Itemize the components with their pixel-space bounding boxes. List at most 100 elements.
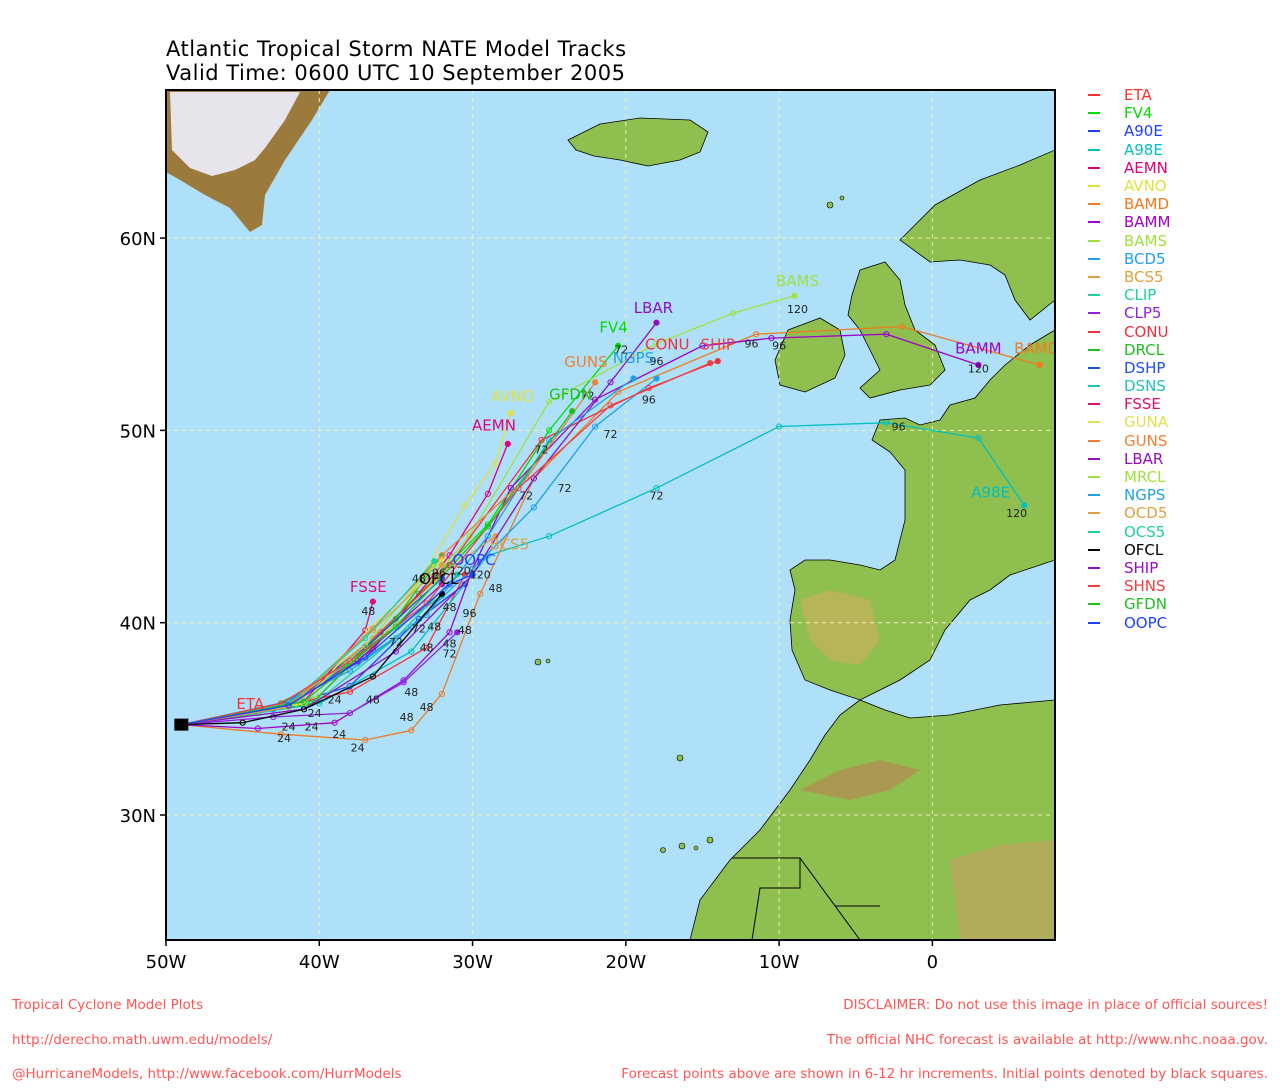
- legend-label: BCS5: [1124, 267, 1164, 286]
- forecast-point: [392, 615, 400, 622]
- forecast-point: [461, 502, 468, 509]
- forecast-point: [438, 561, 445, 569]
- chart-subtitle: Valid Time: 0600 UTC 10 September 2005: [166, 61, 626, 85]
- legend-label: DSNS: [1124, 377, 1166, 396]
- disclaimer-line: DISCLAIMER: Do not use this image in pla…: [843, 997, 1268, 1013]
- track-label: NGPS: [613, 349, 654, 367]
- forecast-hour-label: 48: [412, 572, 426, 585]
- forecast-point: [362, 642, 369, 649]
- legend-item: A90E: [1088, 122, 1170, 140]
- forecast-point: [507, 409, 514, 417]
- legend-label: MRCL: [1124, 468, 1166, 487]
- legend-label: BCD5: [1124, 249, 1166, 268]
- lat-label: 60N: [120, 229, 156, 250]
- track-label: BAMS: [776, 272, 819, 290]
- legend-item: FV4: [1088, 104, 1170, 122]
- lon-label: 20W: [605, 952, 646, 973]
- legend-label: GUNS: [1124, 431, 1168, 450]
- legend-item: OCD5: [1088, 504, 1170, 522]
- forecast-point: [1036, 361, 1043, 369]
- legend-label: DRCL: [1124, 340, 1165, 359]
- legend-swatch: [1088, 530, 1100, 533]
- track-label: OOPC: [453, 551, 496, 569]
- legend-item: OOPC: [1088, 613, 1170, 632]
- legend-swatch: [1088, 112, 1100, 115]
- legend-item: CONU: [1088, 322, 1170, 341]
- track-bamd: [181, 325, 1040, 741]
- forecast-point: [538, 436, 545, 444]
- forecast-hour-label: 24: [332, 728, 346, 741]
- forecast-point: [423, 600, 430, 607]
- forecast-point: [653, 319, 660, 326]
- lon-label: 30W: [452, 952, 493, 973]
- legend-swatch: [1088, 621, 1100, 624]
- legend-item: OFCL: [1088, 541, 1170, 559]
- legend-item: CLIP: [1088, 286, 1170, 304]
- legend-label: AEMN: [1124, 158, 1168, 177]
- legend-swatch: [1088, 494, 1100, 497]
- forecast-hour-label: 48: [366, 693, 380, 706]
- forecast-point: [369, 627, 377, 634]
- legend-item: AVNO: [1088, 177, 1170, 195]
- legend-swatch: [1088, 385, 1100, 388]
- forecast-point: [507, 484, 514, 492]
- legend-swatch: [1088, 566, 1100, 569]
- track-bamm: [181, 333, 979, 730]
- iceland: [567, 117, 709, 167]
- forecast-point: [423, 644, 430, 651]
- track-label: BAMM: [955, 339, 1001, 357]
- track-a98e: [181, 422, 1025, 726]
- forecast-point: [546, 533, 553, 540]
- forecast-point: [346, 709, 354, 717]
- legend-label: DSHP: [1124, 358, 1166, 377]
- legend-swatch: [1088, 548, 1100, 551]
- legend-swatch: [1088, 166, 1100, 169]
- forecast-hour-label: 48: [404, 686, 418, 699]
- forecast-hour-label: 48: [420, 701, 434, 714]
- forecast-point: [446, 552, 453, 559]
- legend-swatch: [1088, 312, 1100, 315]
- forecast-point: [362, 654, 369, 661]
- footer-link[interactable]: http://derecho.math.uwm.edu/models/: [12, 1031, 273, 1048]
- track-label: FSSE: [350, 578, 387, 596]
- forecast-point: [546, 427, 553, 434]
- forecast-point: [408, 648, 415, 655]
- legend-item: GUNA: [1088, 413, 1170, 431]
- forecast-hour-label: 24: [277, 732, 291, 745]
- footer-credits: Tropical Cyclone Model Plots http://dere…: [12, 977, 402, 1092]
- forecast-hour-label: 72: [443, 647, 457, 660]
- legend-item: ETA: [1088, 86, 1170, 104]
- legend-swatch: [1088, 130, 1100, 133]
- track-label: OFCL: [419, 570, 459, 588]
- legend-swatch: [1088, 148, 1100, 151]
- forecast-point: [446, 629, 453, 636]
- forecast-point: [504, 440, 511, 447]
- legend-label: GFDN: [1124, 595, 1168, 614]
- forecast-hour-label: 120: [1006, 507, 1027, 520]
- legend-swatch: [1088, 330, 1100, 333]
- track-end-labels: ETA FV4 AEMN AVNO BAMM BAMD BAMS LBAR CONU SHIP GU…: [236, 272, 1055, 713]
- graticule: [166, 90, 1055, 940]
- legend-item: DRCL: [1088, 341, 1170, 359]
- forecast-point: [630, 375, 637, 382]
- longitude-labels: 50W 40W 30W 20W 10W 0: [146, 952, 938, 973]
- legend-label: BAMD: [1124, 195, 1170, 214]
- legend-item: NGPS: [1088, 486, 1170, 504]
- lat-label: 50N: [120, 421, 156, 442]
- legend-label: FV4: [1124, 104, 1153, 123]
- forecast-point: [254, 725, 262, 732]
- legend-item: GFDN: [1088, 595, 1170, 613]
- forecast-point: [369, 673, 377, 680]
- track-label: A98E: [971, 484, 1010, 502]
- forecast-hour-label: 72: [581, 390, 595, 403]
- legend-label: BAMM: [1124, 213, 1171, 232]
- forecast-hour-label: 96: [432, 567, 446, 580]
- legend-item: BAMS: [1088, 232, 1170, 250]
- legend-swatch: [1088, 275, 1100, 278]
- forecast-hour-label: 120: [450, 565, 471, 578]
- legend-swatch: [1088, 421, 1100, 424]
- forecast-hour-label: 120: [968, 363, 989, 376]
- track-label: LBAR: [634, 299, 673, 317]
- forecast-hour-label: 72: [649, 490, 663, 503]
